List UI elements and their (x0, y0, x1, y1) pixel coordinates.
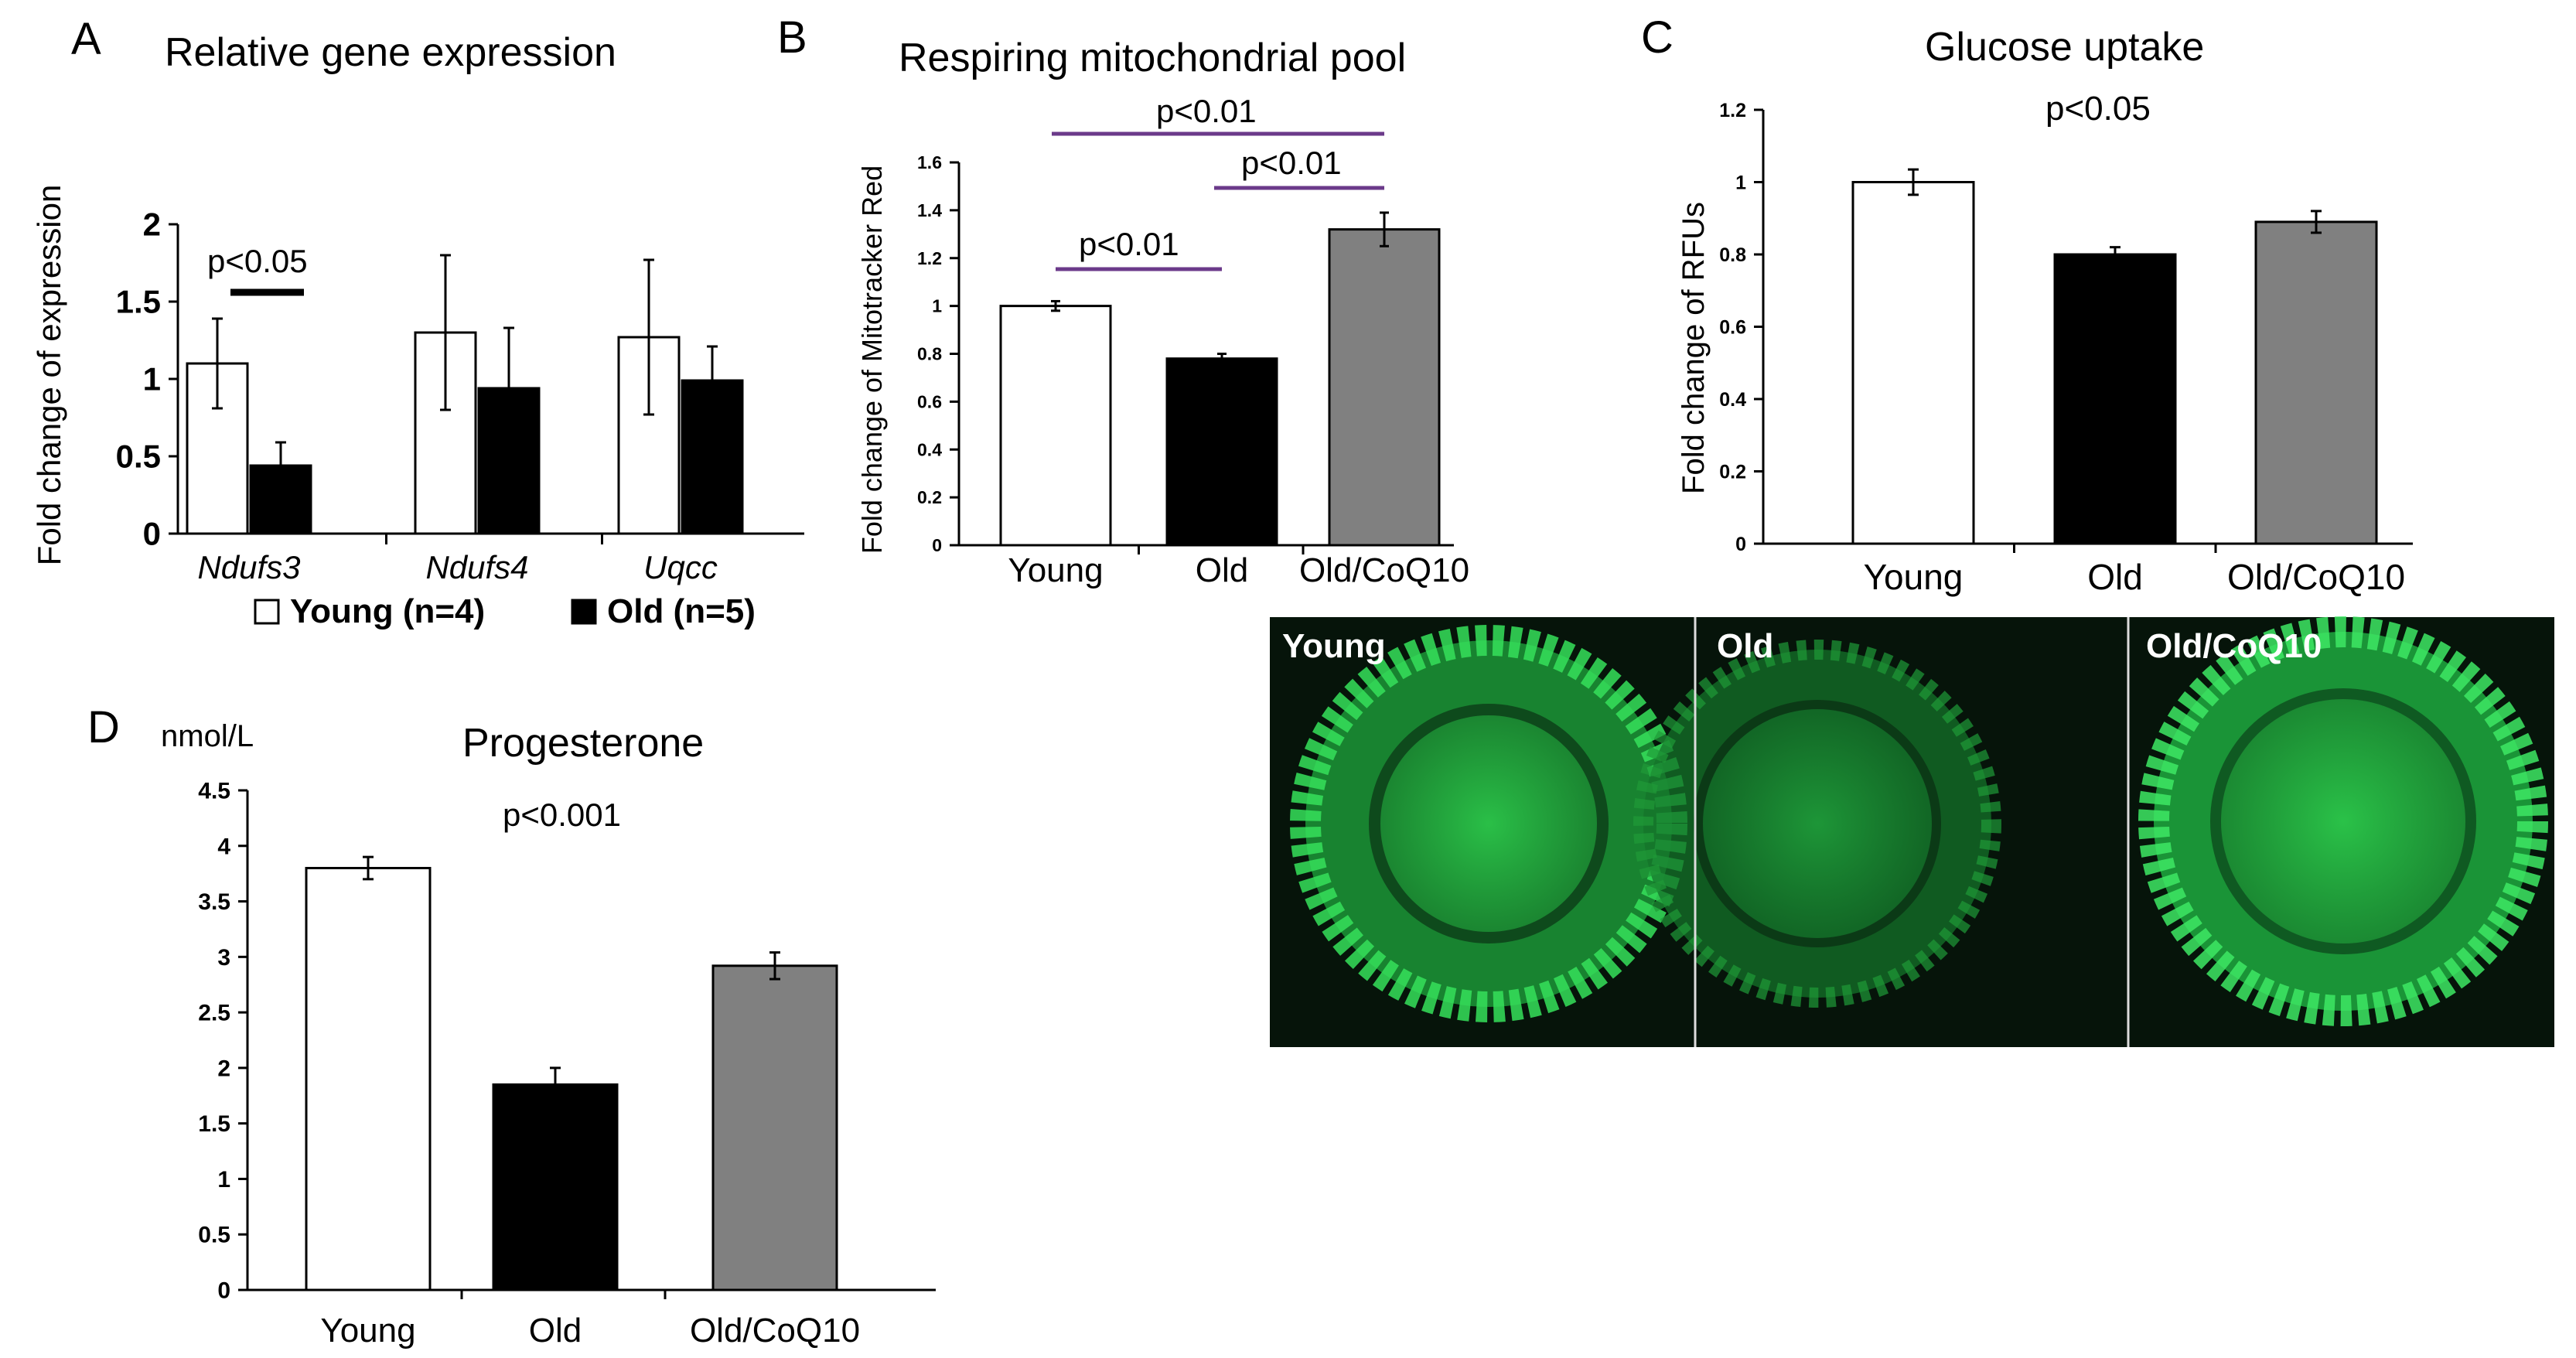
panel-b-ytick-label: 1.2 (917, 248, 942, 268)
panel-c-category-label: Old (2087, 557, 2143, 597)
panel-a-ytick-label: 2 (143, 206, 161, 243)
panel-b-ytick-label: 0.4 (917, 439, 942, 459)
panel-a-category-label: Ndufs3 (197, 549, 300, 585)
panel-d-title: Progesterone (462, 721, 704, 766)
panel-a-ytick-label: 0 (143, 516, 161, 552)
legend-young-swatch (254, 599, 280, 625)
panel-d-young-bar (305, 866, 432, 1291)
panel-a-title: Relative gene expression (165, 30, 616, 75)
panel-a-sig-text: p<0.05 (207, 243, 308, 279)
panel-c-old-coq10-bar (2254, 220, 2378, 545)
panel-d-sig-text: p<0.001 (503, 797, 621, 833)
panel-a-ytick-label: 0.5 (116, 438, 161, 475)
microscopy-label-old: Old (1717, 627, 1773, 665)
legend-old-swatch (571, 599, 597, 625)
panel-d-chart: 0 0.5 1 1.5 2 2.5 3 3.5 4 4.5 Young Old Old/CoQ10 (198, 779, 936, 1349)
panel-b-old-bar (1165, 357, 1278, 547)
panel-d-ytick-label: 3.5 (198, 889, 230, 915)
panel-c-ytick-label: 1 (1735, 172, 1746, 193)
panel-d-old-coq10-bar (711, 964, 838, 1291)
panel-b-old-coq10-bar (1328, 228, 1441, 547)
panel-c-young-bar (1851, 181, 1975, 545)
panel-a-category-label: Uqcc (643, 549, 718, 585)
panel-d-ytick-label: 3 (217, 945, 230, 971)
panel-b-ytick-label: 1.4 (917, 200, 942, 220)
microscopy-label-young: Young (1282, 627, 1386, 665)
panel-d-category-label: Young (320, 1312, 415, 1349)
panel-d-ylabel: nmol/L (161, 719, 254, 753)
panel-d-ytick-label: 1 (217, 1167, 230, 1193)
panel-b-ytick-label: 0.8 (917, 344, 942, 364)
microscopy-strip: Young Old Old/CoQ10 (1270, 616, 2554, 1047)
panel-b-letter: B (777, 12, 807, 63)
panel-b-category-label: Old/CoQ10 (1299, 551, 1469, 589)
microscopy-coq10-image (2138, 616, 2548, 1026)
microscopy-young-image (1290, 625, 1687, 1022)
panel-c-title: Glucose uptake (1925, 25, 2204, 70)
panel-d-ytick-label: 0.5 (198, 1223, 230, 1248)
legend-young-label: Young (n=4) (290, 592, 485, 630)
panel-d-old-bar (492, 1083, 619, 1291)
panel-b-ytick-label: 1.6 (917, 152, 942, 172)
panel-d-ytick-label: 4.5 (198, 779, 230, 804)
panel-c-category-label: Old/CoQ10 (2227, 557, 2405, 597)
panel-d-ytick-label: 0 (217, 1278, 230, 1304)
panel-c-sig-text: p<0.05 (2045, 90, 2151, 128)
panel-d-category-label: Old/CoQ10 (690, 1312, 860, 1349)
panel-b-ylabel: Fold change of Mitotracker Red (856, 165, 888, 554)
panel-d-category-label: Old (529, 1312, 582, 1349)
panel-c-chart: 0 0.2 0.4 0.6 0.8 1 1.2 Young Old Old/CoQ10 (1719, 100, 2413, 597)
panel-c-ytick-label: 0 (1735, 534, 1746, 555)
panel-d-ytick-label: 1.5 (198, 1111, 230, 1137)
panel-b-ytick-label: 1 (932, 296, 942, 316)
panel-c-ytick-label: 0.2 (1719, 461, 1746, 483)
panel-b-young-bar (999, 305, 1112, 547)
panel-b-title: Respiring mitochondrial pool (899, 36, 1406, 80)
microscopy-label-coq10: Old/CoQ10 (2146, 627, 2322, 665)
panel-d-ytick-label: 2 (217, 1056, 230, 1081)
panel-a-chart: 0 0.5 1 1.5 2 Ndufs3 Ndufs4 Uqcc (116, 206, 804, 585)
legend-old-label: Old (n=5) (607, 592, 756, 630)
panel-b-category-label: Old (1196, 551, 1248, 589)
panel-b-sig-text-young-old: p<0.01 (1079, 226, 1179, 262)
panel-c-letter: C (1641, 12, 1674, 63)
microscopy-old-image (1633, 640, 2001, 1008)
panel-b-sig-text-old-coq10: p<0.01 (1241, 145, 1342, 181)
panel-c-ytick-label: 0.6 (1719, 316, 1746, 338)
panel-a-ytick-label: 1 (143, 361, 161, 398)
panel-b-chart: 0 0.2 0.4 0.6 0.8 1 1.2 1.4 1.6 Young Old Old/CoQ10 (917, 152, 1469, 589)
panel-a-letter: A (71, 14, 101, 64)
panel-c-ytick-label: 1.2 (1719, 100, 1746, 121)
panel-c-ytick-label: 0.8 (1719, 244, 1746, 266)
panel-b-category-label: Young (1008, 551, 1103, 589)
panel-c-old-bar (2053, 253, 2177, 545)
panel-d-letter: D (87, 702, 120, 752)
panel-b-sig-text-young-coq10: p<0.01 (1156, 93, 1257, 129)
panel-b-ytick-label: 0.2 (917, 487, 942, 507)
panel-c-ylabel: Fold change of RFUs (1677, 202, 1711, 494)
panel-c-category-label: Young (1864, 557, 1964, 597)
panel-a-ytick-label: 1.5 (116, 284, 161, 320)
panel-b-ytick-label: 0 (932, 535, 942, 555)
panel-d-ytick-label: 4 (217, 834, 230, 859)
panel-c-ytick-label: 0.4 (1719, 389, 1746, 411)
panel-d-ytick-label: 2.5 (198, 1001, 230, 1026)
panel-b-ytick-label: 0.6 (917, 391, 942, 411)
panel-a-category-label: Ndufs4 (425, 549, 528, 585)
panel-a-ylabel: Fold change of expression (31, 185, 67, 566)
